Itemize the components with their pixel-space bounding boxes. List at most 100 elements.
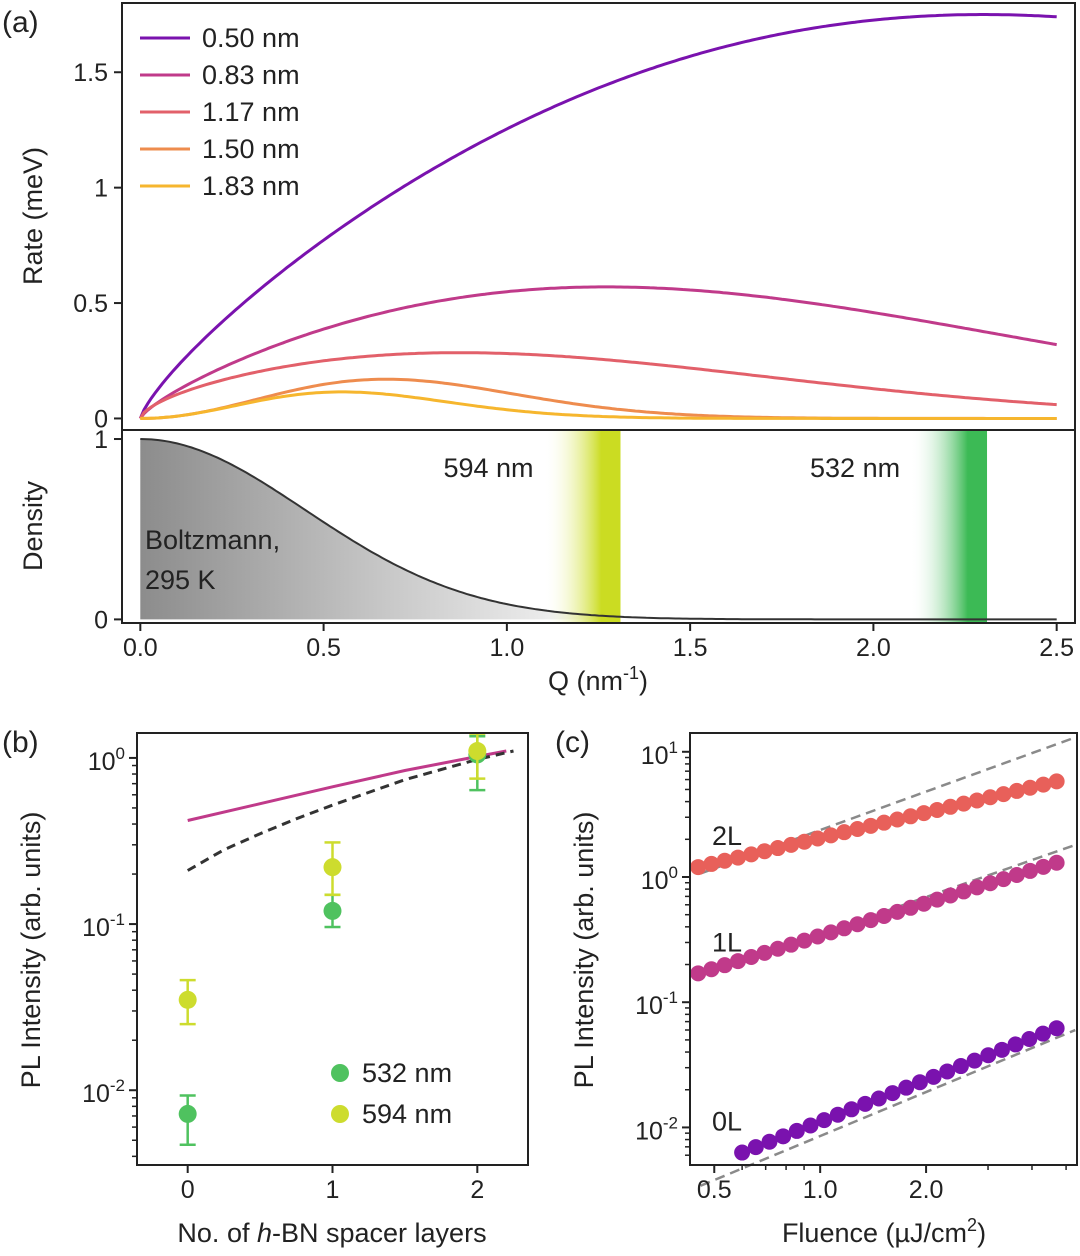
legend-label-2: 1.17 nm bbox=[202, 97, 300, 127]
fluence-point-2L-24 bbox=[1008, 782, 1025, 799]
spacer-legend-label-0: 532 nm bbox=[362, 1058, 452, 1088]
fluence-xlabel: Fluence (µJ/cm2) bbox=[782, 1215, 986, 1248]
fluence-point-2L-14 bbox=[876, 814, 893, 831]
fluence-point-1L-16 bbox=[902, 899, 919, 916]
spacer-point-0-0 bbox=[178, 1104, 197, 1123]
rate-curve-0 bbox=[138, 13, 1057, 420]
fluence-point-0L-0 bbox=[734, 1144, 751, 1161]
fluence-xtick-label-1: 1.0 bbox=[803, 1176, 838, 1204]
fluence-point-2L-25 bbox=[1022, 779, 1039, 796]
density-ytick-label-0: 0 bbox=[94, 606, 108, 634]
rate-curve-1 bbox=[139, 285, 1057, 420]
q-xtick-label-1: 0.5 bbox=[306, 634, 341, 662]
fluence-point-1L-9 bbox=[809, 928, 826, 945]
band-594-label: 594 nm bbox=[443, 453, 533, 483]
rate-ytick-label-2: 1 bbox=[94, 175, 108, 203]
fluence-point-2L-10 bbox=[822, 827, 839, 844]
fluence-point-0L-2 bbox=[761, 1133, 778, 1150]
fluence-point-1L-0 bbox=[690, 965, 707, 982]
boltzmann-label-2: 295 K bbox=[145, 565, 216, 595]
rate-curve-4 bbox=[140, 390, 1057, 420]
fluence-point-0L-19 bbox=[993, 1041, 1010, 1058]
spacer-ytick-label-2: 10-2 bbox=[82, 1076, 125, 1108]
fluence-ytick-label-0: 101 bbox=[641, 738, 678, 770]
spacer-xlabel: No. of h-BN spacer layers bbox=[177, 1218, 486, 1248]
fluence-point-0L-15 bbox=[939, 1063, 956, 1080]
fluence-point-0L-8 bbox=[843, 1101, 860, 1118]
legend-label-0: 0.50 nm bbox=[202, 23, 300, 53]
spacer-ytick-label-0: 100 bbox=[88, 744, 125, 776]
spacer-legend-marker-0 bbox=[331, 1064, 349, 1082]
spacer-legend-marker-1 bbox=[331, 1105, 349, 1123]
fluence-point-1L-12 bbox=[849, 916, 866, 933]
fluence-plot: 0.5 1.0 2.0 101 100 10-1 10-2 2L 1L 0L PL Intens… bbox=[569, 732, 1078, 1248]
rate-ytick-label-1: 0.5 bbox=[73, 290, 108, 318]
fluence-point-0L-4 bbox=[788, 1122, 805, 1139]
fluence-point-2L-19 bbox=[942, 798, 959, 815]
fluence-point-2L-23 bbox=[995, 786, 1012, 803]
fluence-point-2L-22 bbox=[982, 789, 999, 806]
fluence-point-1L-23 bbox=[995, 871, 1012, 888]
fluence-point-1L-22 bbox=[982, 875, 999, 892]
fluence-ytick-label-2: 10-1 bbox=[635, 988, 678, 1020]
fluence-point-1L-13 bbox=[862, 912, 879, 929]
fluence-point-1L-3 bbox=[729, 953, 746, 970]
panel-label-c: (c) bbox=[555, 726, 590, 759]
band-532-label: 532 nm bbox=[810, 453, 900, 483]
fluence-point-2L-1 bbox=[703, 855, 720, 872]
spacer-xtick-label-1: 1 bbox=[326, 1176, 340, 1204]
density-ytick-label-1: 1 bbox=[94, 426, 108, 454]
series-label-0L: 0L bbox=[712, 1107, 742, 1137]
fluence-point-1L-20 bbox=[955, 883, 972, 900]
fluence-point-2L-3 bbox=[729, 849, 746, 866]
fluence-plot-frame bbox=[689, 732, 1078, 1166]
fluence-point-1L-11 bbox=[836, 920, 853, 937]
fluence-point-2L-4 bbox=[743, 846, 760, 863]
band-594 bbox=[543, 431, 621, 622]
rate-legend: 0.50 nm 0.83 nm 1.17 nm 1.50 nm 1.83 nm bbox=[140, 23, 300, 201]
q-xtick-label-4: 2.0 bbox=[856, 634, 891, 662]
fluence-point-0L-12 bbox=[898, 1079, 915, 1096]
series-label-1L: 1L bbox=[712, 927, 742, 957]
fluence-point-0L-7 bbox=[829, 1106, 846, 1123]
fluence-point-0L-11 bbox=[884, 1085, 901, 1102]
fluence-point-1L-8 bbox=[796, 932, 813, 949]
rate-ytick-label-3: 1.5 bbox=[73, 59, 108, 87]
fluence-point-2L-0 bbox=[690, 859, 707, 876]
spacer-legend-label-1: 594 nm bbox=[362, 1099, 452, 1129]
fluence-point-0L-1 bbox=[747, 1139, 764, 1156]
fluence-point-1L-18 bbox=[929, 891, 946, 908]
fluence-point-1L-4 bbox=[743, 948, 760, 965]
spacer-ytick-label-1: 10-1 bbox=[82, 910, 125, 942]
spacer-ylabel: PL Intensity (arb. units) bbox=[16, 812, 46, 1089]
series-label-2L: 2L bbox=[712, 821, 742, 851]
density-plot-frame bbox=[121, 429, 1076, 624]
fluence-point-1L-2 bbox=[716, 957, 733, 974]
legend-label-1: 0.83 nm bbox=[202, 60, 300, 90]
fluence-point-1L-27 bbox=[1048, 854, 1065, 871]
fluence-point-2L-16 bbox=[902, 808, 919, 825]
fluence-ylabel: PL Intensity (arb. units) bbox=[569, 812, 599, 1089]
fluence-point-0L-9 bbox=[857, 1095, 874, 1112]
boltzmann-curve bbox=[140, 438, 1057, 621]
fluence-point-0L-3 bbox=[775, 1128, 792, 1145]
fluence-point-0L-18 bbox=[980, 1047, 997, 1064]
panel-label-a: (a) bbox=[2, 6, 39, 39]
band-532 bbox=[910, 431, 988, 622]
fluence-point-2L-7 bbox=[783, 836, 800, 853]
fluence-point-0L-17 bbox=[966, 1052, 983, 1069]
spacer-xtick-label-0: 0 bbox=[181, 1176, 195, 1204]
fluence-point-0L-23 bbox=[1048, 1020, 1065, 1037]
rate-ytick-label-0: 0 bbox=[94, 405, 108, 433]
fit-line-0L bbox=[700, 1028, 1076, 1187]
fluence-point-2L-21 bbox=[968, 792, 985, 809]
fluence-point-1L-14 bbox=[876, 907, 893, 924]
fluence-point-2L-9 bbox=[809, 830, 826, 847]
fluence-point-0L-16 bbox=[952, 1058, 969, 1075]
panel-label-b: (b) bbox=[2, 726, 39, 759]
fluence-point-2L-5 bbox=[756, 843, 773, 860]
fluence-point-1L-10 bbox=[822, 924, 839, 941]
fluence-point-2L-8 bbox=[796, 833, 813, 850]
fluence-point-0L-21 bbox=[1021, 1031, 1038, 1048]
